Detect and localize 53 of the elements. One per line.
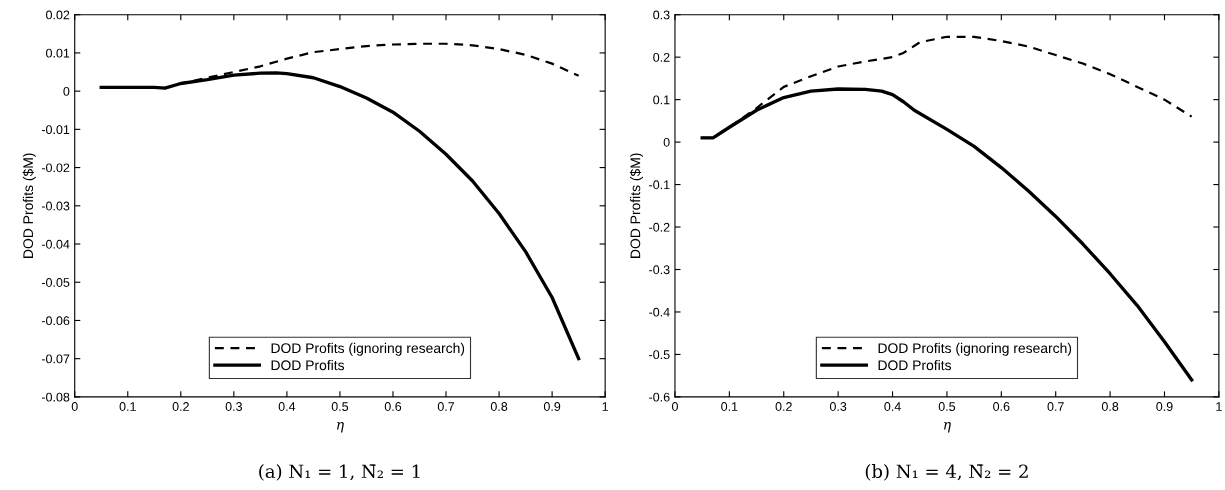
x-tick-label: 0.5 bbox=[331, 402, 349, 411]
x-tick-label: 0 bbox=[671, 402, 678, 411]
y-tick-label: 0.02 bbox=[46, 10, 70, 20]
y-axis-title: DOD Profits ($M) bbox=[22, 153, 36, 258]
x-tick-label: 0 bbox=[71, 402, 78, 411]
x-tick-label: 0.6 bbox=[384, 402, 402, 411]
text: (b) N₁ = 4, N̄₂ = 2 bbox=[865, 464, 1028, 481]
x-axis-title: η bbox=[944, 422, 951, 433]
x-tick-label: 0.7 bbox=[1047, 402, 1064, 411]
x-tick-label: 1 bbox=[1216, 402, 1222, 411]
y-tick-label: -0.2 bbox=[649, 222, 670, 232]
legend-label: DOD Profits bbox=[878, 359, 952, 371]
x-tick-label: 0.5 bbox=[938, 402, 956, 411]
x-tick-label: 0.3 bbox=[225, 402, 242, 411]
y-tick-label: -0.4 bbox=[649, 307, 670, 317]
x-tick-label: 0.1 bbox=[119, 402, 136, 411]
x-tick-label: 0.7 bbox=[437, 402, 455, 411]
y-tick-label: -0.07 bbox=[41, 354, 70, 364]
y-tick-label: 0.01 bbox=[46, 48, 70, 58]
y-tick-label: -0.08 bbox=[41, 392, 70, 402]
x-tick-label: 0.4 bbox=[884, 402, 901, 411]
legend-label: DOD Profits bbox=[271, 359, 345, 371]
y-tick-label: -0.01 bbox=[41, 125, 70, 135]
x-tick-label: 0.6 bbox=[993, 402, 1010, 411]
text: (a) N₁ = 1, N̄₂ = 1 bbox=[259, 464, 420, 481]
x-tick-label: 0.9 bbox=[1156, 402, 1173, 411]
y-tick-label: 0 bbox=[63, 86, 70, 96]
y-tick-label: -0.03 bbox=[41, 201, 70, 211]
y-tick-label: -0.05 bbox=[41, 278, 70, 287]
y-tick-label: -0.1 bbox=[649, 180, 670, 190]
y-tick-label: -0.3 bbox=[649, 265, 670, 275]
y-tick-label: 0.3 bbox=[653, 10, 670, 20]
y-tick-label: 0 bbox=[663, 137, 670, 147]
x-axis-title: η bbox=[337, 422, 344, 433]
legend-label: DOD Profits (ignoring research) bbox=[878, 342, 1072, 356]
x-tick-label: 0.3 bbox=[829, 402, 847, 411]
y-tick-label: 0.2 bbox=[653, 52, 670, 62]
x-tick-label: 0.4 bbox=[278, 402, 296, 411]
x-tick-label: 0.2 bbox=[775, 402, 792, 411]
x-tick-label: 0.1 bbox=[721, 402, 738, 411]
legend-label: DOD Profits (ignoring research) bbox=[271, 342, 465, 356]
y-tick-label: -0.5 bbox=[649, 350, 670, 360]
x-tick-label: 0.9 bbox=[543, 402, 561, 411]
y-tick-label: -0.04 bbox=[41, 239, 70, 249]
x-tick-label: 1 bbox=[602, 402, 609, 411]
y-tick-label: -0.06 bbox=[41, 316, 70, 326]
x-tick-label: 0.8 bbox=[1101, 402, 1119, 411]
y-tick-label: 0.1 bbox=[653, 95, 670, 105]
x-tick-label: 0.2 bbox=[172, 402, 189, 411]
y-axis-title: DOD Profits ($M) bbox=[629, 153, 644, 258]
y-tick-label: -0.02 bbox=[41, 163, 70, 173]
x-tick-label: 0.8 bbox=[490, 402, 508, 411]
y-tick-label: -0.6 bbox=[649, 392, 670, 402]
